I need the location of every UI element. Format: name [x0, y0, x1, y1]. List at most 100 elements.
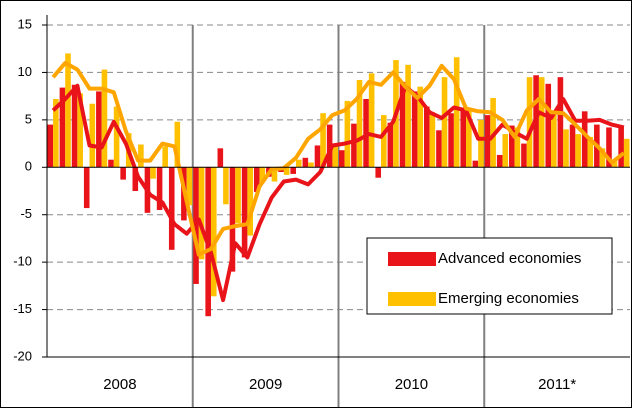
x-tick-label: 2009 — [249, 376, 282, 393]
bar — [150, 167, 156, 179]
bar — [429, 112, 436, 168]
bar — [338, 150, 345, 168]
bar — [308, 162, 314, 168]
bar — [569, 124, 576, 168]
bar — [223, 167, 229, 205]
bar — [210, 167, 217, 297]
y-tick-label: -20 — [13, 348, 32, 363]
bar — [302, 157, 309, 168]
bar — [59, 87, 66, 168]
bar — [138, 144, 144, 168]
bar — [113, 106, 120, 168]
bar — [606, 127, 612, 168]
bar — [399, 81, 406, 168]
bar — [484, 115, 491, 168]
bar — [314, 145, 321, 168]
y-tick-label: 15 — [18, 16, 32, 31]
bar — [545, 83, 552, 168]
bar — [326, 124, 333, 168]
y-tick-label: 5 — [25, 111, 32, 126]
bar — [521, 143, 527, 168]
bar — [198, 167, 205, 260]
bar — [502, 134, 509, 168]
bar — [581, 111, 588, 168]
bar — [496, 154, 503, 168]
bar — [174, 121, 181, 168]
x-tick-label: 2008 — [103, 376, 136, 393]
bar — [611, 159, 618, 168]
bar — [96, 91, 102, 168]
legend-swatch — [388, 252, 436, 266]
bar — [83, 167, 90, 209]
x-tick-label: 2011* — [538, 376, 576, 393]
bar — [363, 98, 369, 168]
bar — [65, 53, 71, 168]
bar — [623, 138, 630, 168]
bar — [283, 167, 290, 175]
bar — [71, 84, 78, 168]
legend-label: Advanced economies — [438, 250, 581, 267]
bar — [89, 103, 96, 168]
bar — [47, 124, 54, 168]
bar — [271, 167, 278, 182]
bar — [290, 167, 296, 174]
bar — [478, 119, 484, 168]
bar — [618, 127, 624, 168]
bar — [132, 167, 139, 191]
bar — [411, 91, 418, 168]
bar — [557, 77, 564, 168]
y-tick-label: -15 — [13, 301, 32, 316]
bar — [120, 167, 126, 180]
bar — [599, 148, 606, 168]
bar — [563, 129, 569, 168]
bar — [551, 110, 557, 168]
bar — [466, 107, 472, 168]
bar — [247, 167, 253, 236]
bar — [241, 167, 248, 258]
bar — [436, 130, 442, 168]
bar — [351, 123, 357, 168]
bar — [417, 86, 424, 168]
y-tick-label: -10 — [13, 254, 32, 269]
bar — [344, 100, 351, 168]
bar — [441, 77, 448, 168]
bar — [332, 146, 339, 168]
bar — [101, 69, 108, 168]
bar — [472, 160, 479, 168]
y-tick-label: 10 — [18, 64, 32, 79]
bar — [587, 136, 594, 168]
bar — [424, 106, 430, 168]
bar — [387, 122, 394, 168]
bar — [53, 98, 59, 168]
bar — [235, 167, 241, 224]
bar — [575, 134, 581, 168]
legend-swatch — [388, 292, 436, 306]
bar — [108, 159, 114, 168]
bar — [538, 77, 545, 168]
bar — [229, 167, 236, 272]
bar — [168, 167, 175, 250]
bar — [217, 148, 224, 168]
bar — [453, 57, 460, 168]
bar — [162, 146, 168, 168]
bar — [460, 107, 467, 168]
x-tick-label: 2010 — [395, 376, 428, 393]
bar — [405, 64, 411, 168]
bar — [320, 113, 326, 168]
y-tick-label: -5 — [20, 206, 32, 221]
bar — [253, 167, 260, 192]
y-tick-label: 0 — [25, 159, 32, 174]
legend-label: Emerging economies — [438, 290, 579, 307]
bar — [356, 80, 363, 168]
bar — [295, 159, 302, 168]
line — [51, 60, 626, 257]
bar — [375, 167, 382, 178]
bar — [156, 167, 163, 210]
bar — [514, 127, 521, 168]
bar — [259, 167, 266, 182]
bar — [186, 167, 193, 206]
bar — [526, 77, 533, 168]
bar — [509, 125, 515, 168]
